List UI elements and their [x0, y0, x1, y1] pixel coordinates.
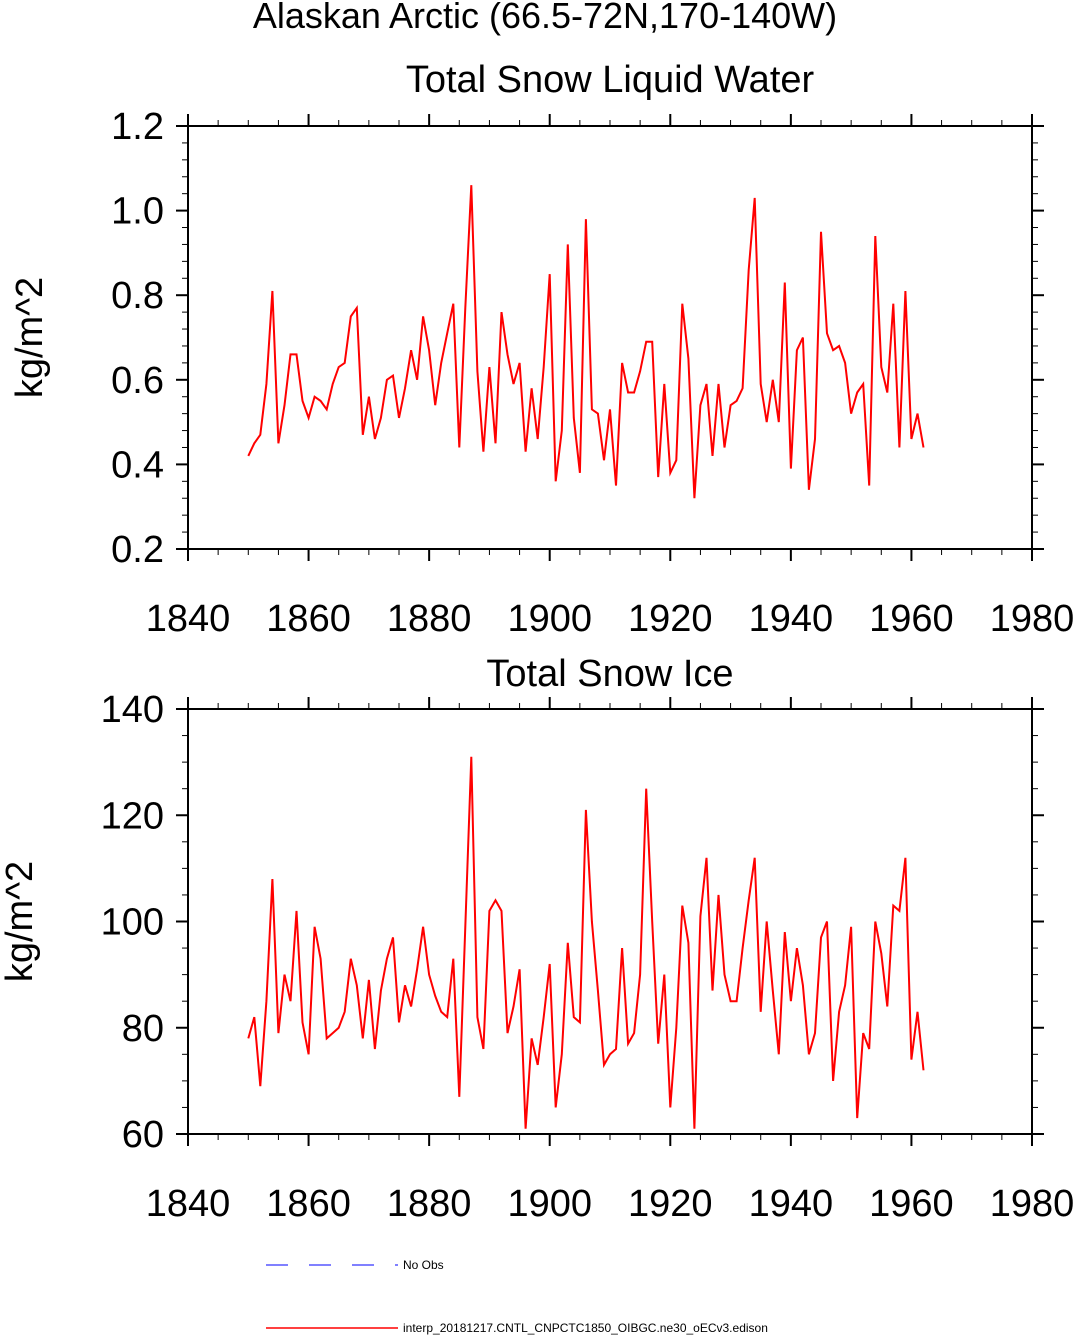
- x-tick-label: 1940: [749, 1183, 834, 1225]
- y-tick-label: 140: [101, 689, 164, 731]
- chart-title: Total Snow Ice: [486, 653, 733, 695]
- series-line: [247, 185, 925, 499]
- y-tick-label: 0.8: [111, 275, 164, 317]
- x-tick-label: 1980: [990, 1183, 1075, 1225]
- panel-snow-ice: Total Snow Ice kg/m^2 1840 1860 1880 1900 1920…: [0, 653, 1074, 1225]
- legend-label-no-obs: No Obs: [403, 1258, 444, 1272]
- y-tick-label: 120: [101, 795, 164, 837]
- x-tick-label: 1840: [146, 598, 231, 640]
- y-tick-label: 0.4: [111, 444, 164, 486]
- x-tick-label: 1900: [507, 1183, 592, 1225]
- y-tick-label: 0.2: [111, 529, 164, 571]
- legend-label-model: interp_20181217.CNTL_CNPCTC1850_OIBGC.ne…: [403, 1321, 768, 1335]
- plot-frame: [187, 125, 1033, 550]
- chart-title: Total Snow Liquid Water: [406, 59, 815, 101]
- x-tick-label: 1880: [387, 598, 472, 640]
- x-tick-label: 1920: [628, 598, 713, 640]
- legend: [266, 1264, 398, 1329]
- x-tick-label: 1880: [387, 1183, 472, 1225]
- x-tick-label: 1920: [628, 1183, 713, 1225]
- x-tick-label: 1900: [507, 598, 592, 640]
- x-tick-label: 1860: [266, 598, 351, 640]
- y-tick-label: 60: [122, 1114, 164, 1156]
- plot-frame: [187, 708, 1033, 1135]
- x-tick-label: 1960: [869, 1183, 954, 1225]
- y-tick-label: 100: [101, 902, 164, 944]
- y-tick-label: 1.2: [111, 106, 164, 148]
- y-axis-label: kg/m^2: [0, 861, 41, 982]
- x-tick-label: 1940: [749, 598, 834, 640]
- series-line: [247, 756, 925, 1129]
- figure-title: Alaskan Arctic (66.5-72N,170-140W): [252, 0, 838, 36]
- x-tick-label: 1980: [990, 598, 1075, 640]
- y-tick-label: 80: [122, 1008, 164, 1050]
- panel-snow-liquid-water: Total Snow Liquid Water kg/m^2 1840 1860 188…: [9, 59, 1074, 640]
- x-tick-label: 1860: [266, 1183, 351, 1225]
- y-axis-label: kg/m^2: [9, 277, 51, 398]
- y-tick-label: 0.6: [111, 360, 164, 402]
- x-tick-label: 1840: [146, 1183, 231, 1225]
- y-tick-label: 1.0: [111, 191, 164, 233]
- x-tick-label: 1960: [869, 598, 954, 640]
